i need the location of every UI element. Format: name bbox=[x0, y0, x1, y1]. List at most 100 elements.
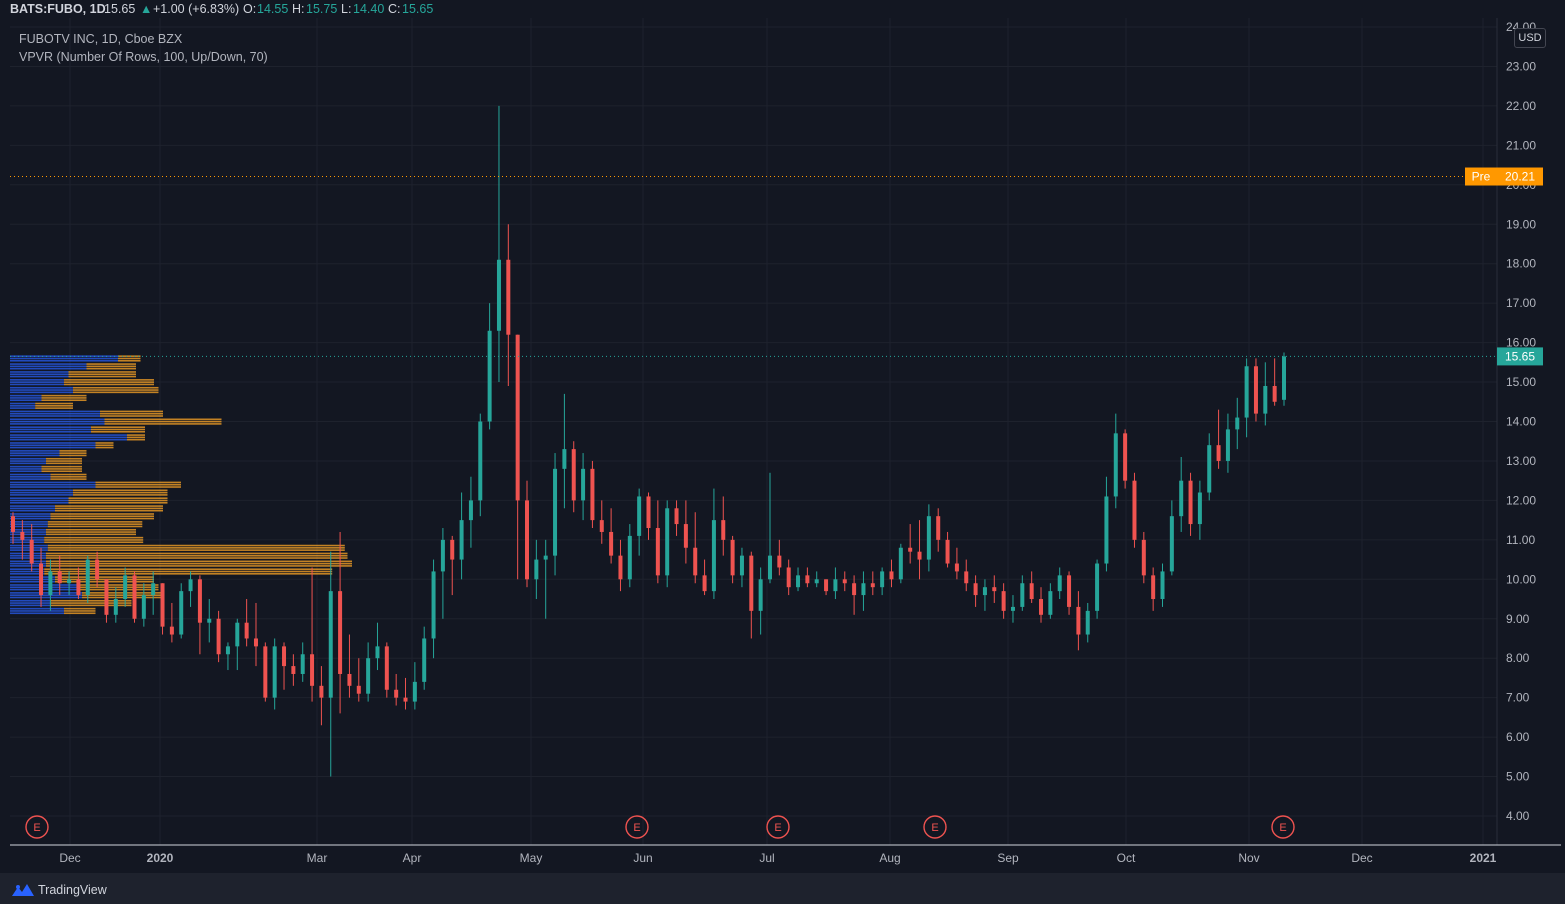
vp-up-bar bbox=[10, 418, 105, 421]
vp-up-bar bbox=[10, 515, 51, 518]
vp-up-bar bbox=[10, 415, 100, 417]
vp-down-bar bbox=[35, 405, 73, 407]
vp-up-bar bbox=[10, 604, 51, 607]
vp-down-bar bbox=[91, 426, 145, 428]
candle-body bbox=[338, 591, 343, 674]
candle-body bbox=[1244, 366, 1249, 418]
vp-down-bar bbox=[44, 568, 333, 571]
candle-body bbox=[104, 579, 109, 615]
vp-down-bar bbox=[68, 499, 168, 502]
candle-body bbox=[571, 449, 576, 501]
candle-body bbox=[870, 583, 875, 588]
candle-body bbox=[291, 666, 296, 674]
vp-up-bar bbox=[10, 536, 45, 539]
candle-body bbox=[1151, 575, 1156, 600]
candle-body bbox=[646, 496, 651, 529]
tradingview-logo-icon[interactable] bbox=[10, 883, 36, 897]
candle-body bbox=[468, 500, 473, 521]
vp-up-bar bbox=[10, 565, 46, 567]
price-tick-label: 13.00 bbox=[1506, 454, 1536, 468]
vp-down-bar bbox=[47, 525, 143, 528]
candle-body bbox=[48, 571, 53, 596]
vp-up-bar bbox=[10, 528, 46, 531]
candle-body bbox=[824, 579, 829, 592]
candle-body bbox=[1057, 575, 1062, 592]
vp-down-bar bbox=[50, 604, 132, 607]
vp-down-bar bbox=[46, 531, 136, 533]
vp-down-bar bbox=[73, 491, 168, 494]
candle-body bbox=[674, 508, 679, 525]
price-chart[interactable]: 24.0023.0022.0021.0020.0019.0018.0017.00… bbox=[0, 0, 1565, 873]
low-label: L: bbox=[341, 2, 352, 16]
candle-body bbox=[599, 520, 604, 532]
vp-down-bar bbox=[82, 594, 163, 596]
candle-body bbox=[319, 685, 324, 698]
symbol-name[interactable]: BATS:FUBO, 1D bbox=[10, 2, 106, 16]
chart-legend-title[interactable]: FUBOTV INC, 1D, Cboe BZX bbox=[19, 32, 183, 46]
tradingview-brand[interactable]: TradingView bbox=[38, 883, 107, 897]
vp-up-bar bbox=[10, 578, 55, 581]
candle-body bbox=[1029, 583, 1034, 600]
vp-up-bar bbox=[10, 473, 51, 476]
vp-down-bar bbox=[41, 397, 87, 399]
time-tick-label: Oct bbox=[1117, 851, 1136, 865]
vp-down-bar bbox=[46, 457, 82, 460]
candle-body bbox=[1010, 606, 1015, 611]
candle-body bbox=[39, 563, 44, 596]
candle-body bbox=[973, 583, 978, 596]
earnings-marker-icon bbox=[1271, 815, 1295, 839]
time-tick-label: Dec bbox=[1351, 851, 1372, 865]
currency-badge[interactable]: USD bbox=[1514, 28, 1546, 48]
vp-down-bar bbox=[127, 434, 145, 436]
candle-body bbox=[141, 595, 146, 619]
price-tick-label: 6.00 bbox=[1506, 730, 1530, 744]
vp-up-bar bbox=[10, 599, 51, 602]
candle-body bbox=[861, 583, 866, 596]
close-label: C: bbox=[388, 2, 401, 16]
candle-body bbox=[721, 520, 726, 540]
vp-down-bar bbox=[82, 596, 163, 599]
vp-up-bar bbox=[10, 386, 73, 389]
candle-body bbox=[758, 579, 763, 611]
time-tick-label: Jul bbox=[759, 851, 774, 865]
candle-body bbox=[235, 622, 240, 647]
candle-body bbox=[132, 575, 137, 619]
vp-down-bar bbox=[73, 489, 168, 492]
candle-body bbox=[590, 468, 595, 521]
low-value: 14.40 bbox=[353, 2, 385, 16]
price-tick-label: 19.00 bbox=[1506, 217, 1536, 231]
vp-down-bar bbox=[73, 389, 159, 391]
candle-body bbox=[1160, 571, 1165, 600]
vp-up-bar bbox=[10, 423, 105, 425]
vp-down-bar bbox=[118, 359, 141, 362]
vp-up-bar bbox=[10, 436, 127, 439]
vp-down-bar bbox=[50, 599, 132, 602]
candle-body bbox=[936, 516, 941, 540]
vp-down-bar bbox=[50, 515, 154, 518]
vp-down-bar bbox=[77, 586, 159, 589]
earnings-marker-label: E bbox=[931, 822, 938, 834]
vp-down-bar bbox=[73, 386, 159, 389]
high-label: H: bbox=[292, 2, 305, 16]
candle-body bbox=[683, 524, 688, 548]
vp-up-bar bbox=[10, 486, 96, 488]
pre-tag-label: Pre bbox=[1472, 170, 1491, 184]
candle-body bbox=[11, 516, 15, 532]
earnings-marker-label: E bbox=[33, 822, 40, 834]
candle-body bbox=[347, 673, 352, 686]
candle-body bbox=[169, 626, 174, 635]
candle-body bbox=[1076, 606, 1081, 635]
candle-body bbox=[702, 575, 707, 592]
candle-body bbox=[1067, 575, 1072, 607]
vp-down-bar bbox=[46, 460, 82, 462]
vp-up-bar bbox=[10, 580, 55, 583]
price-tick-label: 4.00 bbox=[1506, 809, 1530, 823]
vp-down-bar bbox=[44, 570, 333, 573]
vp-up-bar bbox=[10, 420, 105, 423]
indicator-legend[interactable]: VPVR (Number Of Rows, 100, Up/Down, 70) bbox=[19, 50, 268, 64]
vp-up-bar bbox=[10, 438, 127, 441]
vp-up-bar bbox=[10, 531, 46, 533]
candle-body bbox=[20, 531, 25, 540]
vp-up-bar bbox=[10, 373, 69, 376]
vp-up-bar bbox=[10, 525, 48, 528]
